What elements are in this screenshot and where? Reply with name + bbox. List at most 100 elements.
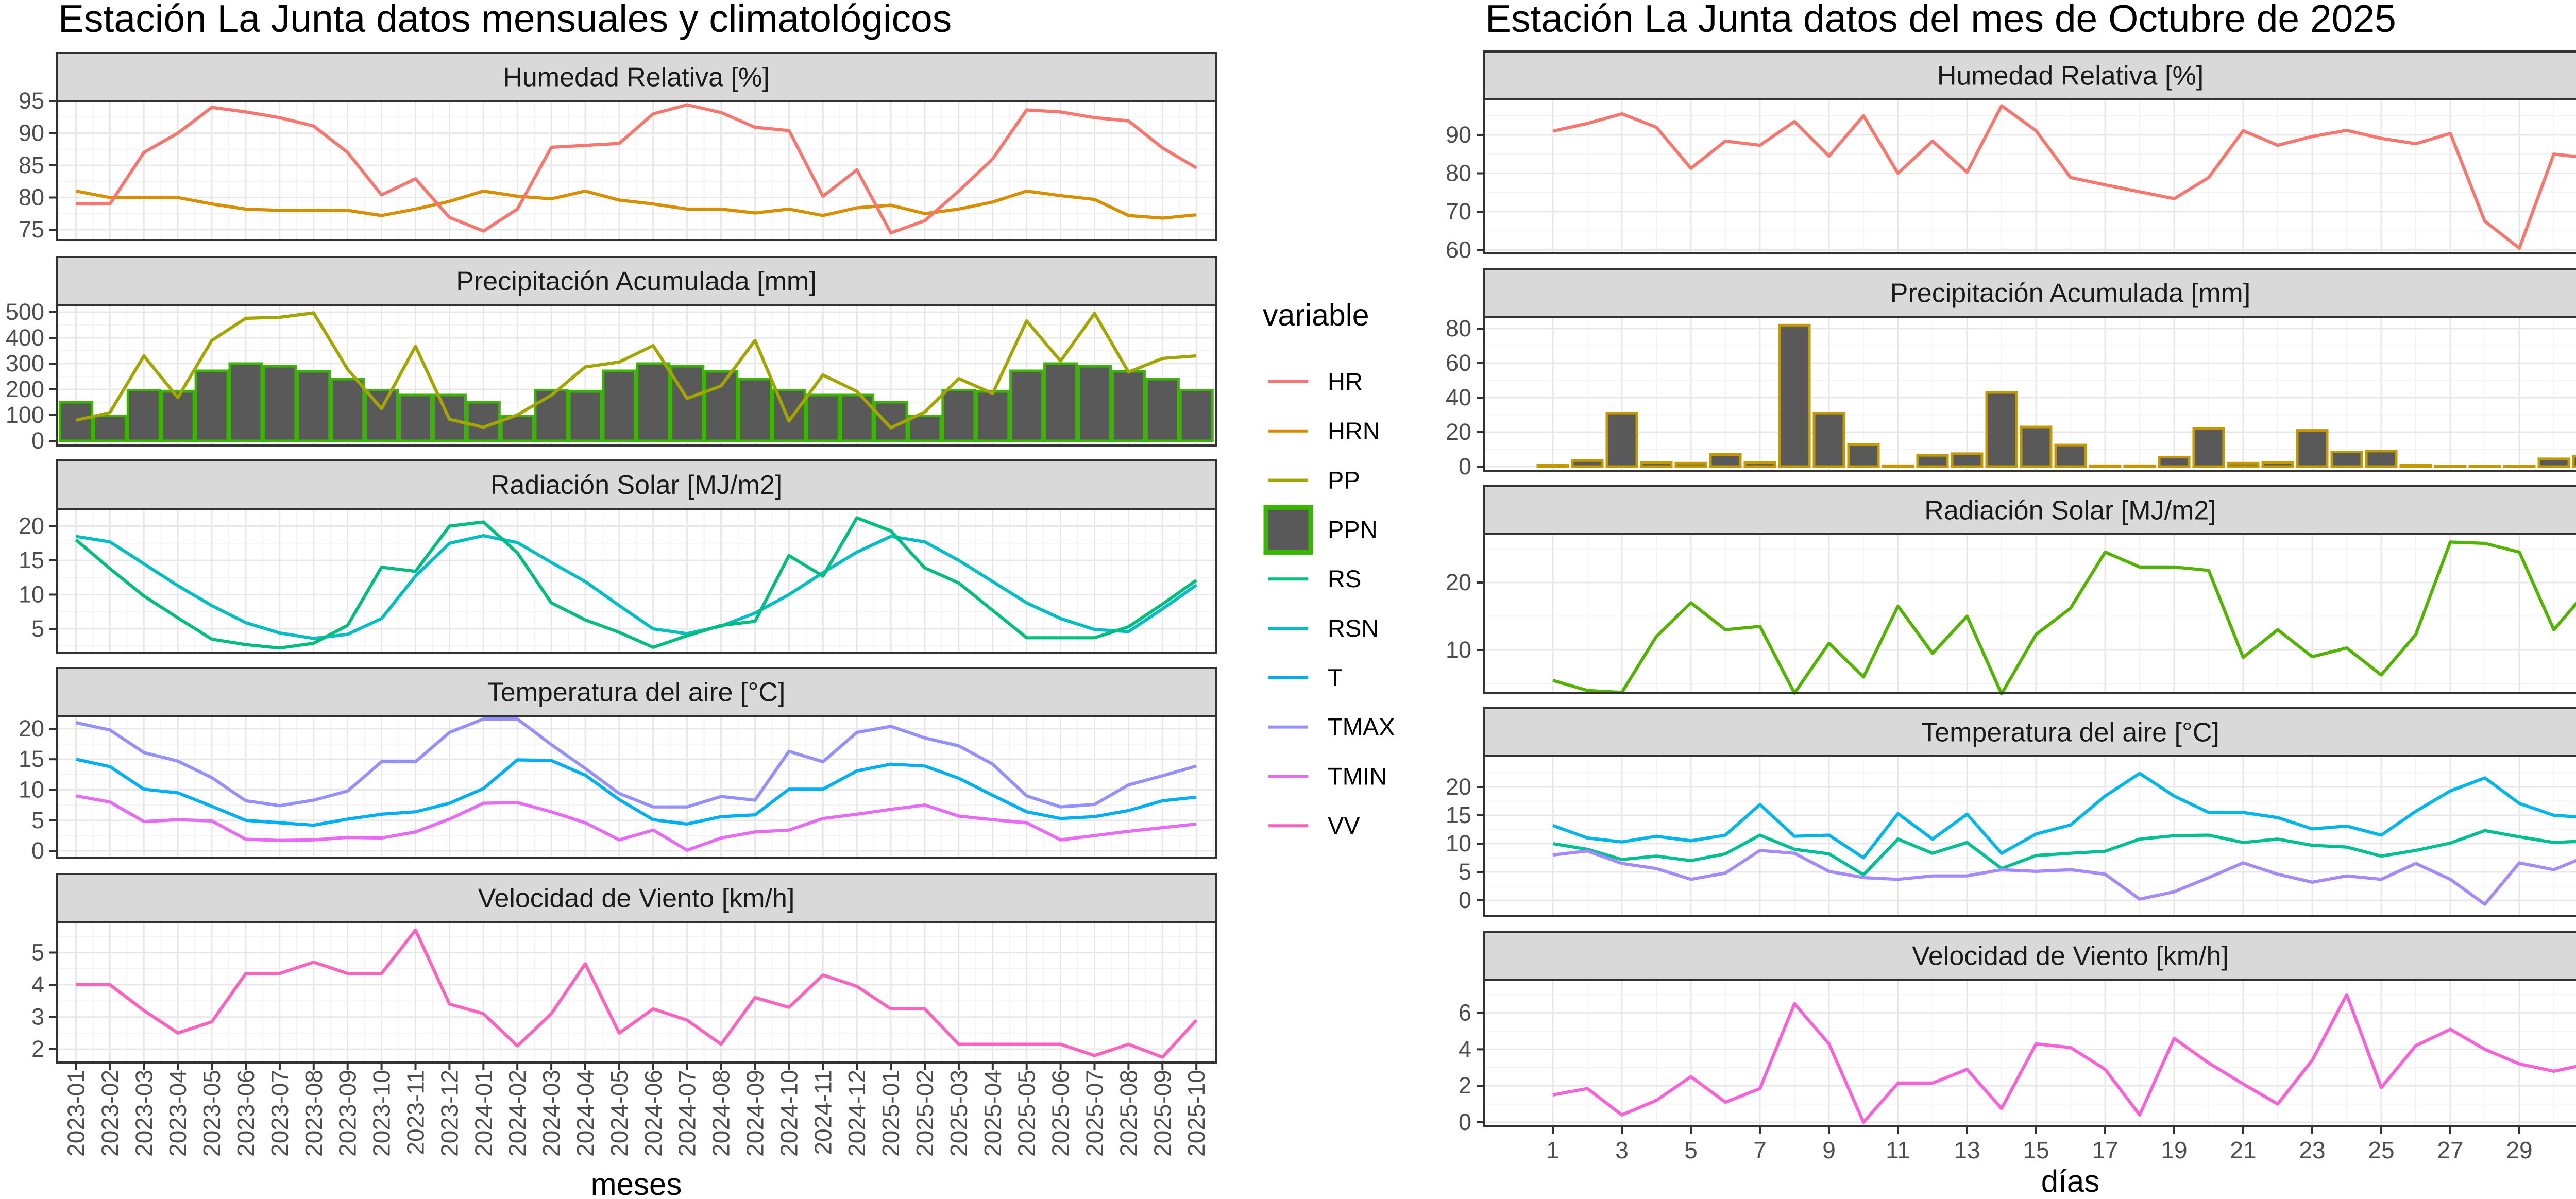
svg-text:TMIN: TMIN — [1328, 762, 1387, 790]
svg-text:2024-10: 2024-10 — [775, 1070, 802, 1157]
svg-text:Estación La Junta datos del me: Estación La Junta datos del mes de Octub… — [1485, 0, 2396, 40]
svg-text:0: 0 — [31, 837, 44, 864]
svg-text:1: 1 — [1546, 1137, 1560, 1163]
svg-text:Temperatura del aire [°C]: Temperatura del aire [°C] — [487, 678, 786, 708]
svg-text:20: 20 — [19, 513, 44, 539]
svg-text:2023-12: 2023-12 — [436, 1070, 463, 1157]
svg-text:10: 10 — [19, 777, 44, 803]
svg-text:TMAX: TMAX — [1328, 713, 1395, 741]
svg-text:2025-02: 2025-02 — [911, 1070, 938, 1157]
svg-text:10: 10 — [1446, 637, 1471, 663]
svg-text:0: 0 — [31, 427, 44, 454]
svg-text:5: 5 — [1684, 1137, 1698, 1163]
svg-text:60: 60 — [1446, 350, 1471, 376]
svg-text:80: 80 — [1446, 160, 1471, 186]
svg-text:2024-08: 2024-08 — [708, 1070, 735, 1157]
svg-text:21: 21 — [2230, 1137, 2256, 1163]
svg-text:2024-12: 2024-12 — [843, 1070, 870, 1157]
svg-text:2023-04: 2023-04 — [164, 1070, 191, 1157]
svg-text:70: 70 — [1446, 198, 1471, 225]
svg-text:13: 13 — [1954, 1137, 1980, 1163]
svg-text:PPN: PPN — [1328, 516, 1378, 543]
svg-text:2024-01: 2024-01 — [470, 1070, 497, 1157]
svg-text:15: 15 — [2023, 1137, 2049, 1163]
svg-text:2025-09: 2025-09 — [1149, 1070, 1176, 1157]
svg-text:80: 80 — [19, 184, 44, 211]
svg-text:31: 31 — [2575, 1137, 2576, 1163]
svg-text:85: 85 — [19, 152, 44, 178]
svg-text:40: 40 — [1446, 384, 1471, 410]
svg-text:200: 200 — [6, 376, 44, 402]
svg-text:Radiación Solar [MJ/m2]: Radiación Solar [MJ/m2] — [490, 470, 782, 500]
svg-text:5: 5 — [1459, 859, 1471, 885]
svg-text:Estación La Junta datos mensua: Estación La Junta datos mensuales y clim… — [58, 0, 952, 40]
svg-text:2023-06: 2023-06 — [232, 1070, 259, 1157]
svg-text:2025-08: 2025-08 — [1115, 1070, 1142, 1157]
svg-text:2023-07: 2023-07 — [266, 1070, 293, 1157]
svg-text:2023-08: 2023-08 — [300, 1070, 327, 1157]
svg-text:0: 0 — [1459, 887, 1471, 913]
svg-text:Temperatura del aire [°C]: Temperatura del aire [°C] — [1921, 718, 2219, 748]
svg-text:2025-03: 2025-03 — [945, 1070, 972, 1157]
svg-text:Velocidad de Viento [km/h]: Velocidad de Viento [km/h] — [478, 884, 795, 914]
svg-text:75: 75 — [19, 216, 44, 243]
svg-text:2025-07: 2025-07 — [1081, 1070, 1108, 1157]
svg-text:2024-07: 2024-07 — [674, 1070, 701, 1157]
svg-text:23: 23 — [2299, 1137, 2325, 1163]
svg-text:2023-11: 2023-11 — [402, 1070, 429, 1155]
svg-text:VV: VV — [1328, 812, 1360, 839]
svg-text:4: 4 — [31, 971, 44, 998]
svg-text:2023-01: 2023-01 — [63, 1070, 90, 1157]
svg-text:Velocidad de Viento [km/h]: Velocidad de Viento [km/h] — [1912, 941, 2229, 971]
svg-text:20: 20 — [1446, 569, 1471, 595]
svg-text:10: 10 — [19, 581, 44, 608]
svg-text:400: 400 — [6, 324, 44, 351]
svg-text:9: 9 — [1822, 1137, 1836, 1163]
svg-text:3: 3 — [31, 1004, 44, 1030]
svg-text:0: 0 — [1459, 453, 1471, 479]
svg-text:11: 11 — [1886, 1137, 1910, 1163]
svg-text:15: 15 — [19, 547, 44, 573]
svg-text:20: 20 — [19, 715, 44, 742]
svg-text:100: 100 — [6, 402, 44, 428]
svg-text:2025-10: 2025-10 — [1183, 1070, 1210, 1157]
svg-text:2023-03: 2023-03 — [130, 1070, 157, 1157]
svg-text:2024-06: 2024-06 — [640, 1070, 667, 1157]
svg-text:27: 27 — [2437, 1137, 2463, 1163]
svg-text:RS: RS — [1328, 565, 1361, 592]
svg-text:variable: variable — [1263, 298, 1369, 332]
svg-text:7: 7 — [1753, 1137, 1767, 1163]
svg-text:2025-06: 2025-06 — [1047, 1070, 1074, 1157]
svg-text:3: 3 — [1615, 1137, 1629, 1163]
svg-text:4: 4 — [1459, 1036, 1471, 1062]
svg-text:20: 20 — [1446, 419, 1471, 445]
svg-text:2025-04: 2025-04 — [979, 1070, 1006, 1157]
svg-text:RSN: RSN — [1328, 614, 1379, 642]
svg-text:meses: meses — [591, 1167, 682, 1199]
svg-text:60: 60 — [1446, 237, 1471, 263]
svg-text:90: 90 — [19, 120, 44, 146]
svg-text:20: 20 — [1446, 774, 1471, 800]
svg-text:95: 95 — [19, 88, 44, 114]
svg-text:6: 6 — [1459, 1000, 1471, 1026]
svg-text:29: 29 — [2506, 1137, 2532, 1163]
svg-text:Precipitación Acumulada [mm]: Precipitación Acumulada [mm] — [456, 267, 816, 297]
svg-text:5: 5 — [31, 615, 44, 642]
svg-text:PP: PP — [1328, 467, 1360, 494]
svg-text:Humedad Relativa [%]: Humedad Relativa [%] — [1937, 61, 2204, 91]
svg-text:2023-02: 2023-02 — [96, 1070, 123, 1157]
svg-text:2024-11: 2024-11 — [809, 1070, 836, 1155]
svg-text:19: 19 — [2161, 1137, 2187, 1163]
svg-text:Humedad Relativa [%]: Humedad Relativa [%] — [503, 63, 769, 93]
svg-text:2023-09: 2023-09 — [334, 1070, 361, 1157]
svg-text:T: T — [1328, 664, 1343, 691]
svg-text:25: 25 — [2368, 1137, 2394, 1163]
svg-text:17: 17 — [2092, 1137, 2118, 1163]
svg-text:10: 10 — [1446, 830, 1471, 857]
svg-text:2025-01: 2025-01 — [877, 1070, 904, 1157]
svg-text:15: 15 — [1446, 802, 1471, 828]
svg-text:300: 300 — [6, 350, 44, 376]
svg-text:0: 0 — [1459, 1109, 1471, 1135]
svg-text:Precipitación Acumulada [mm]: Precipitación Acumulada [mm] — [1890, 279, 2250, 309]
svg-text:2: 2 — [31, 1036, 44, 1062]
